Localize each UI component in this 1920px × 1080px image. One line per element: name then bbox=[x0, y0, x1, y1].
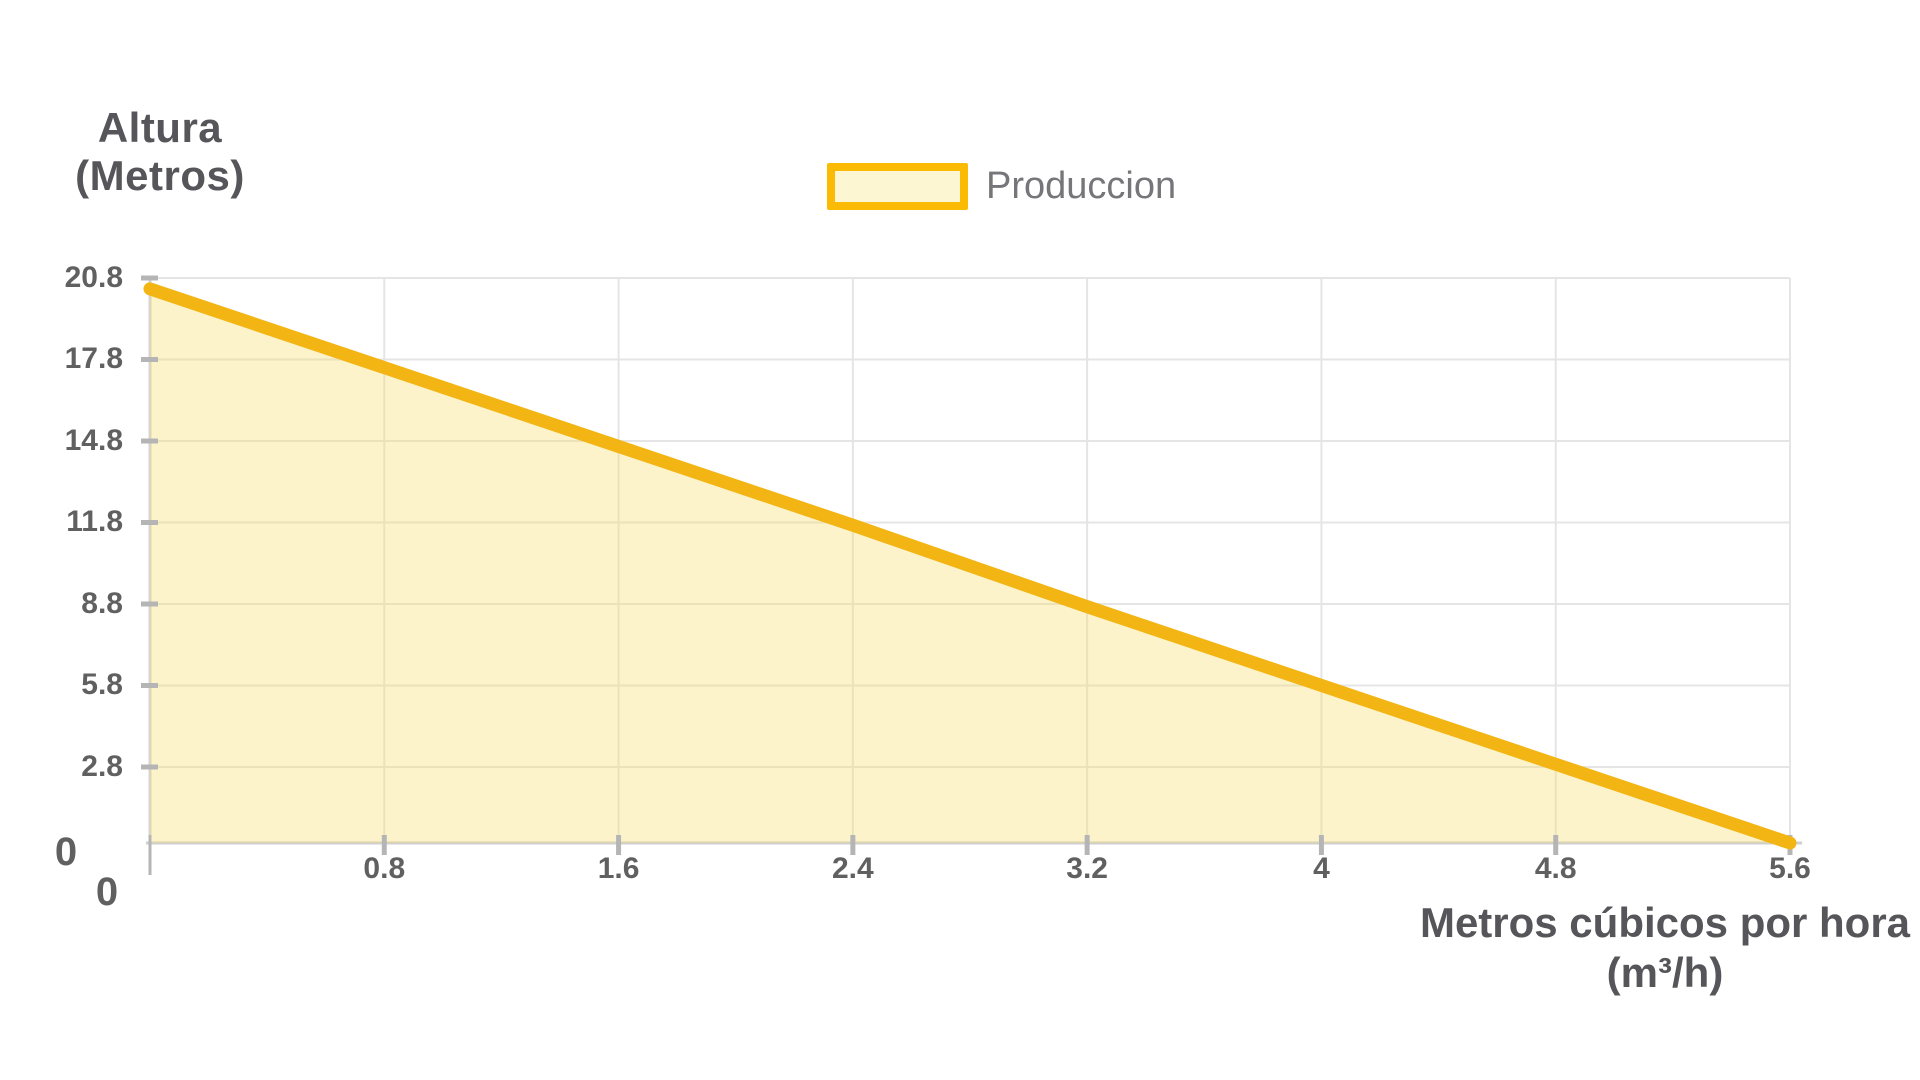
y-axis-title-line2: (Metros) bbox=[75, 152, 245, 199]
x-axis-title-line2: (m³/h) bbox=[1606, 949, 1724, 996]
x-tick-label-2.4: 2.4 bbox=[831, 852, 874, 885]
y-tick-label-20.8: 20.8 bbox=[64, 261, 123, 294]
y-tick-label-5.8: 5.8 bbox=[81, 668, 123, 702]
y-tick-label-17.8: 17.8 bbox=[64, 342, 123, 376]
legend-swatch-produccion bbox=[827, 163, 968, 210]
produccion-line bbox=[143, 282, 1797, 850]
x-tick-label-0.8: 0.8 bbox=[363, 852, 406, 885]
x-axis-title-line1: Metros cúbicos por hora bbox=[1419, 899, 1911, 946]
y-tick-label-0: 0 bbox=[54, 830, 78, 874]
x-tick-label-1.6: 1.6 bbox=[597, 852, 640, 885]
y-axis-title-line1: Altura bbox=[97, 104, 223, 151]
gridlines bbox=[150, 277, 1791, 843]
x-tick-label-4: 4 bbox=[1313, 852, 1330, 885]
x-tick-label-3.2: 3.2 bbox=[1066, 852, 1108, 885]
x-tick-label-0: 0 bbox=[95, 870, 119, 914]
x-tick-label-5.6: 5.6 bbox=[1769, 852, 1811, 885]
axis-borders bbox=[146, 278, 1802, 845]
x-tick-label-4.8: 4.8 bbox=[1534, 852, 1577, 885]
y-tick-label-14.8: 14.8 bbox=[64, 423, 123, 457]
y-axis-title: Altura (Metros) bbox=[20, 104, 300, 200]
legend: Produccion bbox=[827, 163, 1176, 210]
y-tick-label-8.8: 8.8 bbox=[81, 586, 123, 620]
legend-label-produccion: Produccion bbox=[986, 165, 1177, 207]
x-axis-title: Metros cúbicos por hora (m³/h) bbox=[1390, 898, 1920, 998]
y-tick-label-11.8: 11.8 bbox=[66, 505, 123, 539]
y-tick-label-2.8: 2.8 bbox=[81, 749, 123, 783]
